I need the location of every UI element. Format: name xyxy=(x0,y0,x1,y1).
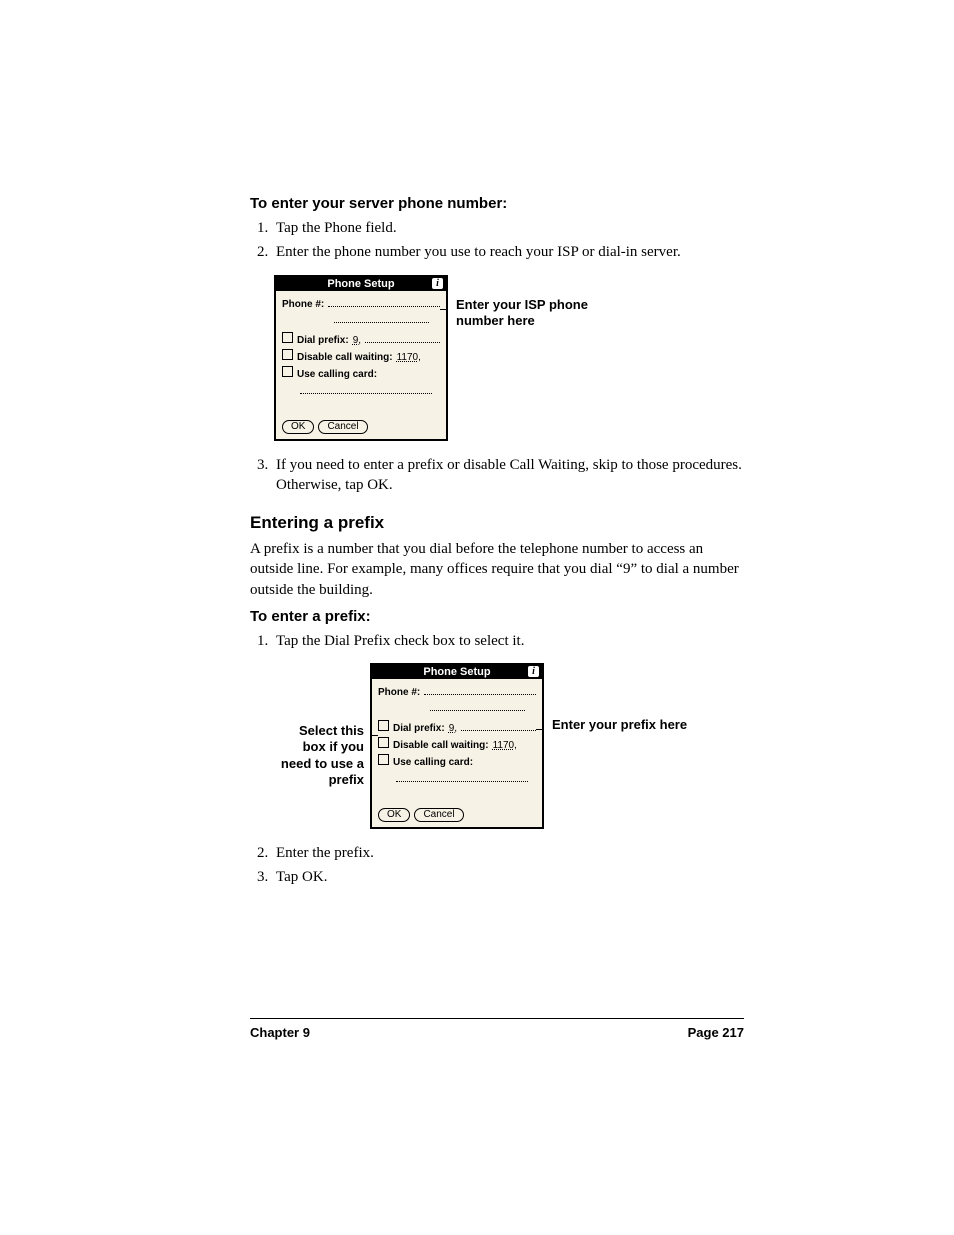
step: Enter the phone number you use to reach … xyxy=(272,242,744,262)
figure-1: Phone Setup i Phone #: Dial prefix: 9, xyxy=(274,275,744,441)
footer-chapter: Chapter 9 xyxy=(250,1025,310,1040)
disable-call-waiting-value[interactable]: 1170, xyxy=(493,740,517,751)
use-calling-card-label: Use calling card: xyxy=(393,757,473,768)
dial-prefix-field[interactable] xyxy=(365,333,440,343)
calling-card-field[interactable] xyxy=(300,383,432,394)
dial-prefix-checkbox[interactable] xyxy=(282,332,293,343)
callout-select-prefix: Select this box if you need to use a pre… xyxy=(274,663,370,788)
step: Enter the prefix. xyxy=(272,843,744,863)
disable-call-waiting-label: Disable call waiting: xyxy=(297,352,393,363)
subsection-body: A prefix is a number that you dial befor… xyxy=(250,539,744,600)
dialog-body: Phone #: Dial prefix: 9, Disable call wa… xyxy=(276,291,446,398)
subsection-heading: Entering a prefix xyxy=(250,513,744,533)
procedure-1-steps-b: If you need to enter a prefix or disable… xyxy=(250,455,744,496)
cancel-button[interactable]: Cancel xyxy=(414,808,463,822)
phone-setup-dialog: Phone Setup i Phone #: Dial prefix: 9, xyxy=(370,663,544,829)
disable-call-waiting-checkbox[interactable] xyxy=(282,349,293,360)
page-footer: Chapter 9 Page 217 xyxy=(250,1018,744,1040)
document-page: To enter your server phone number: Tap t… xyxy=(0,0,954,1235)
dialog-button-row: OK Cancel xyxy=(372,786,542,827)
dialog-title: Phone Setup xyxy=(423,666,490,678)
phone-number-label: Phone #: xyxy=(378,687,420,698)
step: If you need to enter a prefix or disable… xyxy=(272,455,744,496)
dialog-titlebar: Phone Setup i xyxy=(372,665,542,679)
phone-number-row: Phone #: xyxy=(282,297,440,310)
ok-button[interactable]: OK xyxy=(378,808,410,822)
dialog-body: Phone #: Dial prefix: 9, Disable call wa… xyxy=(372,679,542,786)
dial-prefix-row: Dial prefix: 9, xyxy=(378,720,536,734)
step: Tap OK. xyxy=(272,867,744,887)
dialog-titlebar: Phone Setup i xyxy=(276,277,446,291)
phone-number-field[interactable] xyxy=(328,297,440,307)
dialog-button-row: OK Cancel xyxy=(276,398,446,439)
phone-setup-dialog: Phone Setup i Phone #: Dial prefix: 9, xyxy=(274,275,448,441)
calling-card-field[interactable] xyxy=(396,771,528,782)
dial-prefix-label: Dial prefix: xyxy=(393,723,445,734)
disable-call-waiting-checkbox[interactable] xyxy=(378,737,389,748)
use-calling-card-checkbox[interactable] xyxy=(378,754,389,765)
phone-number-field-line2[interactable] xyxy=(430,701,525,711)
disable-call-waiting-row: Disable call waiting: 1170, xyxy=(378,737,536,751)
dial-prefix-row: Dial prefix: 9, xyxy=(282,332,440,346)
step: Tap the Phone field. xyxy=(272,218,744,238)
use-calling-card-label: Use calling card: xyxy=(297,369,377,380)
use-calling-card-row: Use calling card: xyxy=(378,754,536,768)
procedure-1-steps-a: Tap the Phone field. Enter the phone num… xyxy=(250,218,744,263)
disable-call-waiting-value[interactable]: 1170, xyxy=(397,352,421,363)
ok-button[interactable]: OK xyxy=(282,420,314,434)
info-icon[interactable]: i xyxy=(528,666,539,677)
callout-enter-prefix: Enter your prefix here xyxy=(544,663,692,733)
phone-number-row: Phone #: xyxy=(378,685,536,698)
phone-number-label: Phone #: xyxy=(282,299,324,310)
dial-prefix-value[interactable]: 9, xyxy=(353,335,361,346)
footer-page-number: Page 217 xyxy=(688,1025,744,1040)
phone-number-field[interactable] xyxy=(424,685,536,695)
disable-call-waiting-row: Disable call waiting: 1170, xyxy=(282,349,440,363)
procedure-2-steps-b: Enter the prefix. Tap OK. xyxy=(250,843,744,888)
procedure-heading-2: To enter a prefix: xyxy=(250,608,744,625)
step: Tap the Dial Prefix check box to select … xyxy=(272,631,744,651)
phone-number-field-line2[interactable] xyxy=(334,313,429,323)
callout-isp-phone: Enter your ISP phone number here xyxy=(448,275,596,330)
dial-prefix-value[interactable]: 9, xyxy=(449,723,457,734)
dial-prefix-field[interactable] xyxy=(461,721,536,731)
cancel-button[interactable]: Cancel xyxy=(318,420,367,434)
dial-prefix-checkbox[interactable] xyxy=(378,720,389,731)
procedure-2-steps-a: Tap the Dial Prefix check box to select … xyxy=(250,631,744,651)
disable-call-waiting-label: Disable call waiting: xyxy=(393,740,489,751)
use-calling-card-checkbox[interactable] xyxy=(282,366,293,377)
dialog-title: Phone Setup xyxy=(327,278,394,290)
use-calling-card-row: Use calling card: xyxy=(282,366,440,380)
dial-prefix-label: Dial prefix: xyxy=(297,335,349,346)
info-icon[interactable]: i xyxy=(432,278,443,289)
procedure-heading-1: To enter your server phone number: xyxy=(250,195,744,212)
figure-2: Select this box if you need to use a pre… xyxy=(274,663,744,829)
